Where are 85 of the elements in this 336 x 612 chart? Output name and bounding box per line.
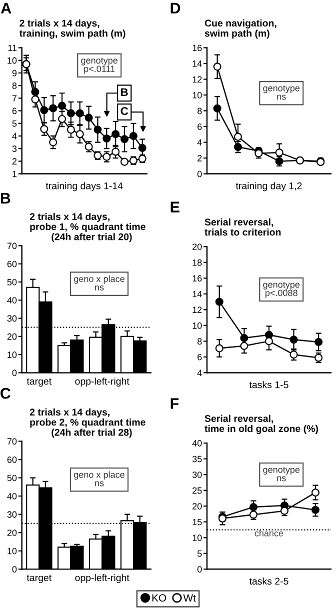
text: E <box>170 202 180 212</box>
y-tick-label: 1 <box>12 170 17 178</box>
x-tick-label: opp-left-right <box>75 574 130 584</box>
x-axis-title: tasks 2-5 <box>249 577 288 585</box>
y-tick-label: 4 <box>197 370 202 376</box>
y-tick-label: 0 <box>12 566 17 573</box>
y-tick-label: 10 <box>192 322 202 329</box>
text: F <box>170 398 179 409</box>
y-tick-label: 40 <box>7 297 17 304</box>
y-tick-label: 60 <box>7 260 17 268</box>
y-tick-label: 10 <box>8 548 17 554</box>
annotation: genotype ns <box>263 466 300 482</box>
chart-title: Cue navigation, swim path (m) <box>204 19 276 39</box>
chart-title: 2 trials x 14 days, training, swim path (m) <box>19 19 126 39</box>
y-tick-label: 16 <box>192 44 202 52</box>
x-axis-title: tasks 1-5 <box>249 381 288 388</box>
annotation: genotype p<.0111 <box>81 58 118 74</box>
y-tick-label: 11 <box>8 44 17 52</box>
y-tick-label: 50 <box>7 474 17 482</box>
y-tick-label: 8 <box>12 82 17 89</box>
y-tick-label: 16 <box>192 275 202 282</box>
y-tick-label: 20 <box>192 244 202 250</box>
y-tick-label: 8 <box>197 108 202 114</box>
y-tick-label: 6 <box>12 108 17 114</box>
y-tick-label: 0 <box>12 370 17 376</box>
y-tick-label: 4 <box>12 133 17 140</box>
y-tick-label: 10 <box>192 534 202 541</box>
annotation: genotype p<.0088 <box>263 282 300 298</box>
y-tick-label: 30 <box>192 472 202 478</box>
y-tick-label: 9 <box>12 70 17 76</box>
y-tick-label: 6 <box>198 354 202 360</box>
chart-title: 2 trials x 14 days, probe 1, % quadrant time (24h after trial 20) <box>30 212 146 242</box>
x-axis-title: training day 1,2 <box>236 182 302 192</box>
chart-title: Serial reversal, trials to criterion <box>204 218 281 236</box>
y-tick-label: 0 <box>197 566 202 573</box>
y-tick-label: 20 <box>192 503 202 510</box>
y-tick-label: 20 <box>7 333 17 340</box>
text: C <box>0 388 11 399</box>
annotation: C <box>120 107 128 116</box>
y-tick-label: 50 <box>7 278 17 286</box>
y-tick-label: 15 <box>192 518 202 526</box>
ref-line-label: chance <box>254 530 284 536</box>
y-tick-label: 10 <box>8 352 17 358</box>
annotation: B <box>121 88 128 96</box>
legend-label: KO <box>152 594 166 602</box>
y-tick-label: 12 <box>192 306 202 313</box>
y-tick-label: 4 <box>197 139 202 146</box>
annotation: geno x place ns <box>74 275 124 290</box>
chart-title: 2 trials x 14 days, probe 2, % quadrant time (24h after trial 28) <box>30 408 146 438</box>
text: D <box>170 2 180 14</box>
y-tick-label: 5 <box>12 120 17 127</box>
y-tick-label: 70 <box>7 242 17 250</box>
chart-title: Serial reversal, time in old goal zone (%) <box>204 414 318 434</box>
y-tick-label: 20 <box>7 530 17 536</box>
y-tick-label: 14 <box>192 60 202 67</box>
y-tick-label: 7 <box>12 95 17 102</box>
legend-label: Wt <box>183 594 196 602</box>
y-tick-label: 10 <box>192 92 202 98</box>
x-tick-label: target <box>26 574 52 584</box>
y-tick-label: 40 <box>7 493 17 500</box>
y-tick-label: 2 <box>12 158 17 164</box>
y-tick-label: 40 <box>192 440 202 446</box>
y-tick-label: 18 <box>192 259 202 266</box>
text: B <box>0 192 10 204</box>
annotation: geno x place ns <box>74 471 124 486</box>
y-tick-label: 3 <box>12 146 17 152</box>
y-tick-label: 12 <box>192 76 202 83</box>
x-axis-title: training days 1-14 <box>46 182 123 192</box>
y-tick-label: 30 <box>7 511 17 518</box>
y-tick-label: 70 <box>7 438 17 445</box>
y-tick-label: 35 <box>192 456 202 462</box>
x-tick-label: target <box>26 378 52 387</box>
text: A <box>0 2 12 14</box>
y-tick-label: 60 <box>7 456 17 463</box>
x-tick-label: opp-left-right <box>75 378 130 387</box>
annotation: genotype ns <box>263 85 300 100</box>
y-tick-label: 2 <box>198 155 202 162</box>
y-tick-label: 30 <box>7 315 17 322</box>
y-tick-label: 10 <box>8 57 17 64</box>
y-tick-label: 5 <box>197 550 202 557</box>
y-tick-label: 6 <box>198 124 202 130</box>
y-tick-label: 25 <box>192 487 202 494</box>
y-tick-label: 8 <box>197 338 202 345</box>
y-tick-label: 14 <box>192 290 202 298</box>
y-tick-label: 0 <box>197 170 202 178</box>
